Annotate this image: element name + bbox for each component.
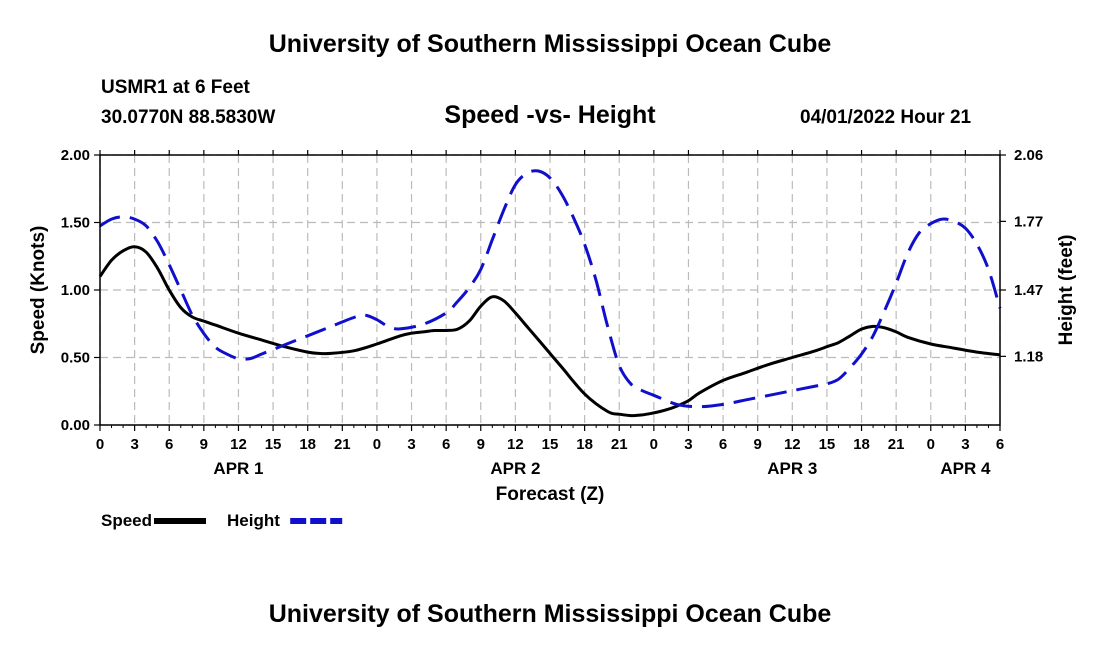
x-tick-label: 21 xyxy=(888,436,905,453)
grid-layer xyxy=(99,154,1001,426)
x-tick-label: 0 xyxy=(96,436,104,453)
x-tick-label: 12 xyxy=(784,436,801,453)
x-tick-label: 3 xyxy=(407,436,415,453)
footer-title: University of Southern Mississippi Ocean… xyxy=(268,600,832,628)
x-tick-label: 6 xyxy=(719,436,727,453)
station-label: USMR1 at 6 Feet xyxy=(101,77,250,98)
x-tick-label: 9 xyxy=(754,436,762,453)
x-tick-label: 15 xyxy=(542,436,559,453)
axis-layer: 0 3 6 9 12 15 18 21 0 3 6 9 12 15 18 21 0 3 6 9 12 15 18 21 0 3 6 0… xyxy=(61,147,1043,478)
page-title: University of Southern Mississippi Ocean… xyxy=(268,30,832,58)
x-tick-label: 12 xyxy=(230,436,247,453)
x-tick-label: 3 xyxy=(684,436,692,453)
y-tick-label: 2.00 xyxy=(61,147,90,164)
x-tick-label: 18 xyxy=(299,436,316,453)
y2-tick-label: 2.06 xyxy=(1014,147,1043,164)
x-date-label: APR 4 xyxy=(940,459,991,478)
x-date-label: APR 2 xyxy=(490,459,540,478)
x-tick-label: 15 xyxy=(819,436,836,453)
speed-series-line xyxy=(98,245,1001,418)
y-tick-label: 0.00 xyxy=(61,417,90,434)
x-tick-label: 6 xyxy=(165,436,173,453)
x-date-label: APR 3 xyxy=(767,459,817,478)
x-axis-label: Forecast (Z) xyxy=(496,484,605,505)
x-tick-label: 18 xyxy=(576,436,593,453)
forecast-datetime: 04/01/2022 Hour 21 xyxy=(800,107,972,128)
x-tick-label: 3 xyxy=(130,436,138,453)
x-tick-label: 12 xyxy=(507,436,524,453)
y2-tick-label: 1.18 xyxy=(1014,348,1043,365)
legend-label: Speed xyxy=(101,511,152,530)
y-tick-label: 0.50 xyxy=(61,350,90,367)
x-tick-label: 15 xyxy=(265,436,282,453)
y2-tick-label: 1.77 xyxy=(1014,213,1043,230)
y2-axis-label: Height (feet) xyxy=(1056,235,1077,346)
y-tick-label: 1.50 xyxy=(61,215,90,232)
speed-height-chart: 0 3 6 9 12 15 18 21 0 3 6 9 12 15 18 21 0 3 6 9 12 15 18 21 0 3 6 0… xyxy=(28,147,1077,530)
legend-label: Height xyxy=(227,511,280,530)
station-coordinates: 30.0770N 88.5830W xyxy=(101,107,276,128)
x-tick-label: 0 xyxy=(927,436,935,453)
legend: Speed Height xyxy=(101,511,343,530)
x-tick-label: 21 xyxy=(334,436,351,453)
x-tick-label: 6 xyxy=(442,436,450,453)
x-tick-label: 18 xyxy=(853,436,870,453)
x-tick-label: 21 xyxy=(611,436,628,453)
height-series-line xyxy=(99,169,1002,409)
chart-title: Speed -vs- Height xyxy=(444,101,656,129)
x-tick-label: 0 xyxy=(373,436,381,453)
x-tick-label: 6 xyxy=(996,436,1004,453)
x-tick-label: 0 xyxy=(650,436,658,453)
x-tick-label: 9 xyxy=(477,436,485,453)
y-axis-label: Speed (Knots) xyxy=(28,226,49,355)
x-tick-label: 9 xyxy=(200,436,208,453)
series-layer xyxy=(98,169,1002,418)
x-tick-label: 3 xyxy=(961,436,969,453)
y2-tick-label: 1.47 xyxy=(1014,282,1043,299)
x-date-label: APR 1 xyxy=(213,459,263,478)
y-tick-label: 1.00 xyxy=(61,282,90,299)
